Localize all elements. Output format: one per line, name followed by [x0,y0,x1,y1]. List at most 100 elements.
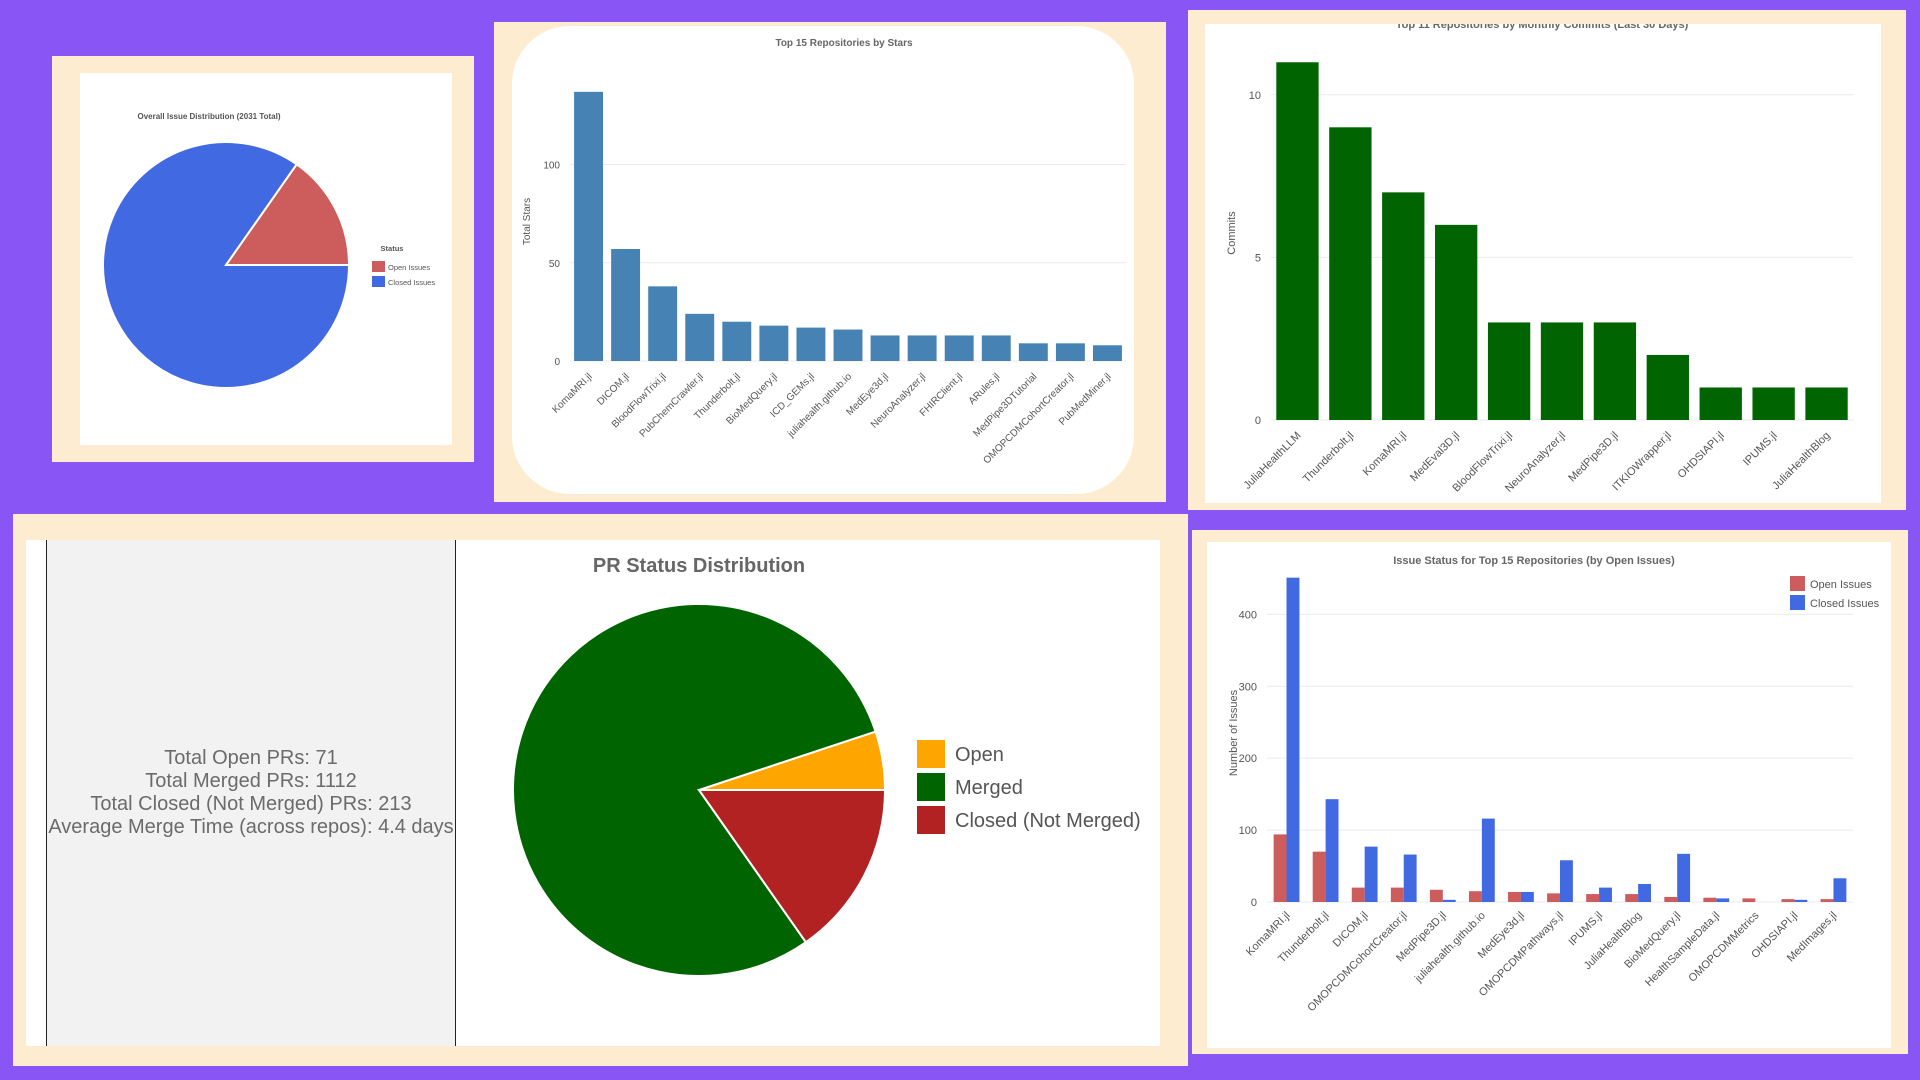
x-tick-label: KomaMRI.jl [550,371,594,415]
bar [1586,894,1600,902]
y-tick-label: 50 [549,259,561,270]
pr-pie-slice-1 [512,603,877,977]
total-open-prs: Total Open PRs: 71 [164,747,338,769]
bar [1703,897,1717,902]
bar [1805,387,1848,420]
y-tick-label: 0 [1251,897,1257,909]
legend-label: Closed Issues [1810,598,1880,610]
legend-label: Merged [955,777,1023,799]
stars-panel: 0 50 100 KomaMRI.jl DICOM.jl BloodFlowTrixi.j… [494,22,1166,502]
bar [1794,899,1808,902]
legend-title: Status [381,244,404,253]
bar [1351,887,1365,902]
bar [1286,577,1300,902]
x-tick-label: HealthSampleData.jl [1643,910,1722,989]
bar [1664,896,1678,902]
x-tick-label: IPUMS.jl [1741,430,1780,469]
total-closed-prs: Total Closed (Not Merged) PRs: 213 [90,793,412,815]
bar [1273,834,1287,902]
y-tick-label: 300 [1239,681,1257,693]
y-axis-label: Number of Issues [1228,689,1240,776]
legend-label: Closed Issues [388,278,435,287]
legend-swatch [917,806,945,834]
bar [1599,887,1612,902]
bar [1677,853,1691,902]
bar [1429,889,1443,902]
y-axis-label: Total Stars [522,198,533,245]
bar [944,335,974,361]
chart-title: Top 15 Repositories by Stars [775,38,913,49]
commits-panel: 0 5 10 JuliaHealthLLM Thunderbolt.jl KomaMRI.… [1188,10,1906,510]
bar [981,335,1011,361]
bar [1487,322,1531,420]
bar [1403,854,1417,902]
bar [685,313,715,361]
pr-pie-svg: PR Status Distribution Open Merged Closed (… [512,555,1141,977]
bar [1833,878,1847,902]
bar [1820,899,1834,902]
bar [574,91,603,361]
bar [1520,891,1534,902]
bar [759,325,789,361]
x-tick-label: MedPipe3D.jl [1566,430,1621,485]
x-tick-label: MedPipe3DTutorial [971,371,1039,439]
x-tick-label: OHDSIAPI.jl [1676,430,1727,481]
legend-label: Closed (Not Merged) [955,810,1141,832]
x-tick-label: JuliaHealthBlog [1770,430,1833,493]
x-tick-label: IPUMS.jl [1566,910,1605,949]
legend-label: Open Issues [388,263,430,272]
bar [833,329,863,361]
chart-title: Top 11 Repositories by Monthly Commits (… [1396,24,1689,31]
y-tick-label: 100 [543,161,560,172]
bar [870,335,900,361]
pr-chart-area: PR Status Distribution Open Merged Closed (… [26,540,1160,1046]
bar [1547,893,1560,902]
legend-swatch [372,261,385,272]
bar [1752,387,1795,420]
y-tick-label: 100 [1239,825,1257,837]
x-tick-label: juliahealth.github.io [1412,910,1488,986]
bar [1781,899,1795,902]
y-tick-label: 200 [1239,753,1257,765]
legend-swatch [372,276,385,287]
bar [1442,899,1456,902]
commits-chart: 0 5 10 JuliaHealthLLM Thunderbolt.jl KomaMRI.… [1205,24,1881,503]
bar [1018,343,1048,361]
bar [1329,127,1372,420]
bar [611,249,641,361]
bar [1716,898,1730,902]
bar [1742,898,1756,902]
issue-pie-panel: Overall Issue Distribution (2031 Total) S… [52,56,474,462]
stars-chart: 0 50 100 KomaMRI.jl DICOM.jl BloodFlowTrixi.j… [512,26,1134,494]
y-tick-label: 5 [1255,252,1261,264]
issue-pie-svg: Overall Issue Distribution (2031 Total) S… [102,112,435,389]
legend-label: Open Issues [1810,579,1872,591]
bar [722,321,752,361]
legend-label: Open [955,744,1004,766]
x-tick-label: KomaMRI.jl [1361,430,1410,479]
bar [648,286,678,361]
bar [1364,846,1378,902]
x-tick-label: JuliaHealthLLM [1241,430,1303,492]
x-tick-label: OMOPCDMMetrics [1686,909,1761,984]
y-tick-label: 0 [1255,415,1261,427]
chart-title: Overall Issue Distribution (2031 Total) [138,112,281,121]
bar [1540,322,1584,420]
bar [1382,192,1425,420]
pr-stats-panel: Total Open PRs: 71 Total Merged PRs: 111… [46,540,456,1046]
bar [1390,887,1404,902]
issue-pie-slice-0 [224,162,351,266]
bar [1093,345,1122,361]
bar [1508,891,1521,902]
bar [1468,891,1482,902]
pr-panel: PR Status Distribution Open Merged Closed (… [13,514,1188,1066]
legend-swatch [917,740,945,768]
average-merge-time: Average Merge Time (across repos): 4.4 d… [48,816,454,838]
bar [1055,343,1085,361]
bar [1276,62,1319,421]
issues-grouped-chart: 0 100 200 300 400 KomaMRI.jl Thunderbolt.jl DIC… [1207,542,1891,1048]
y-tick-label: 10 [1249,90,1261,102]
y-axis-label: Commits [1226,211,1238,255]
bar [1325,799,1339,902]
